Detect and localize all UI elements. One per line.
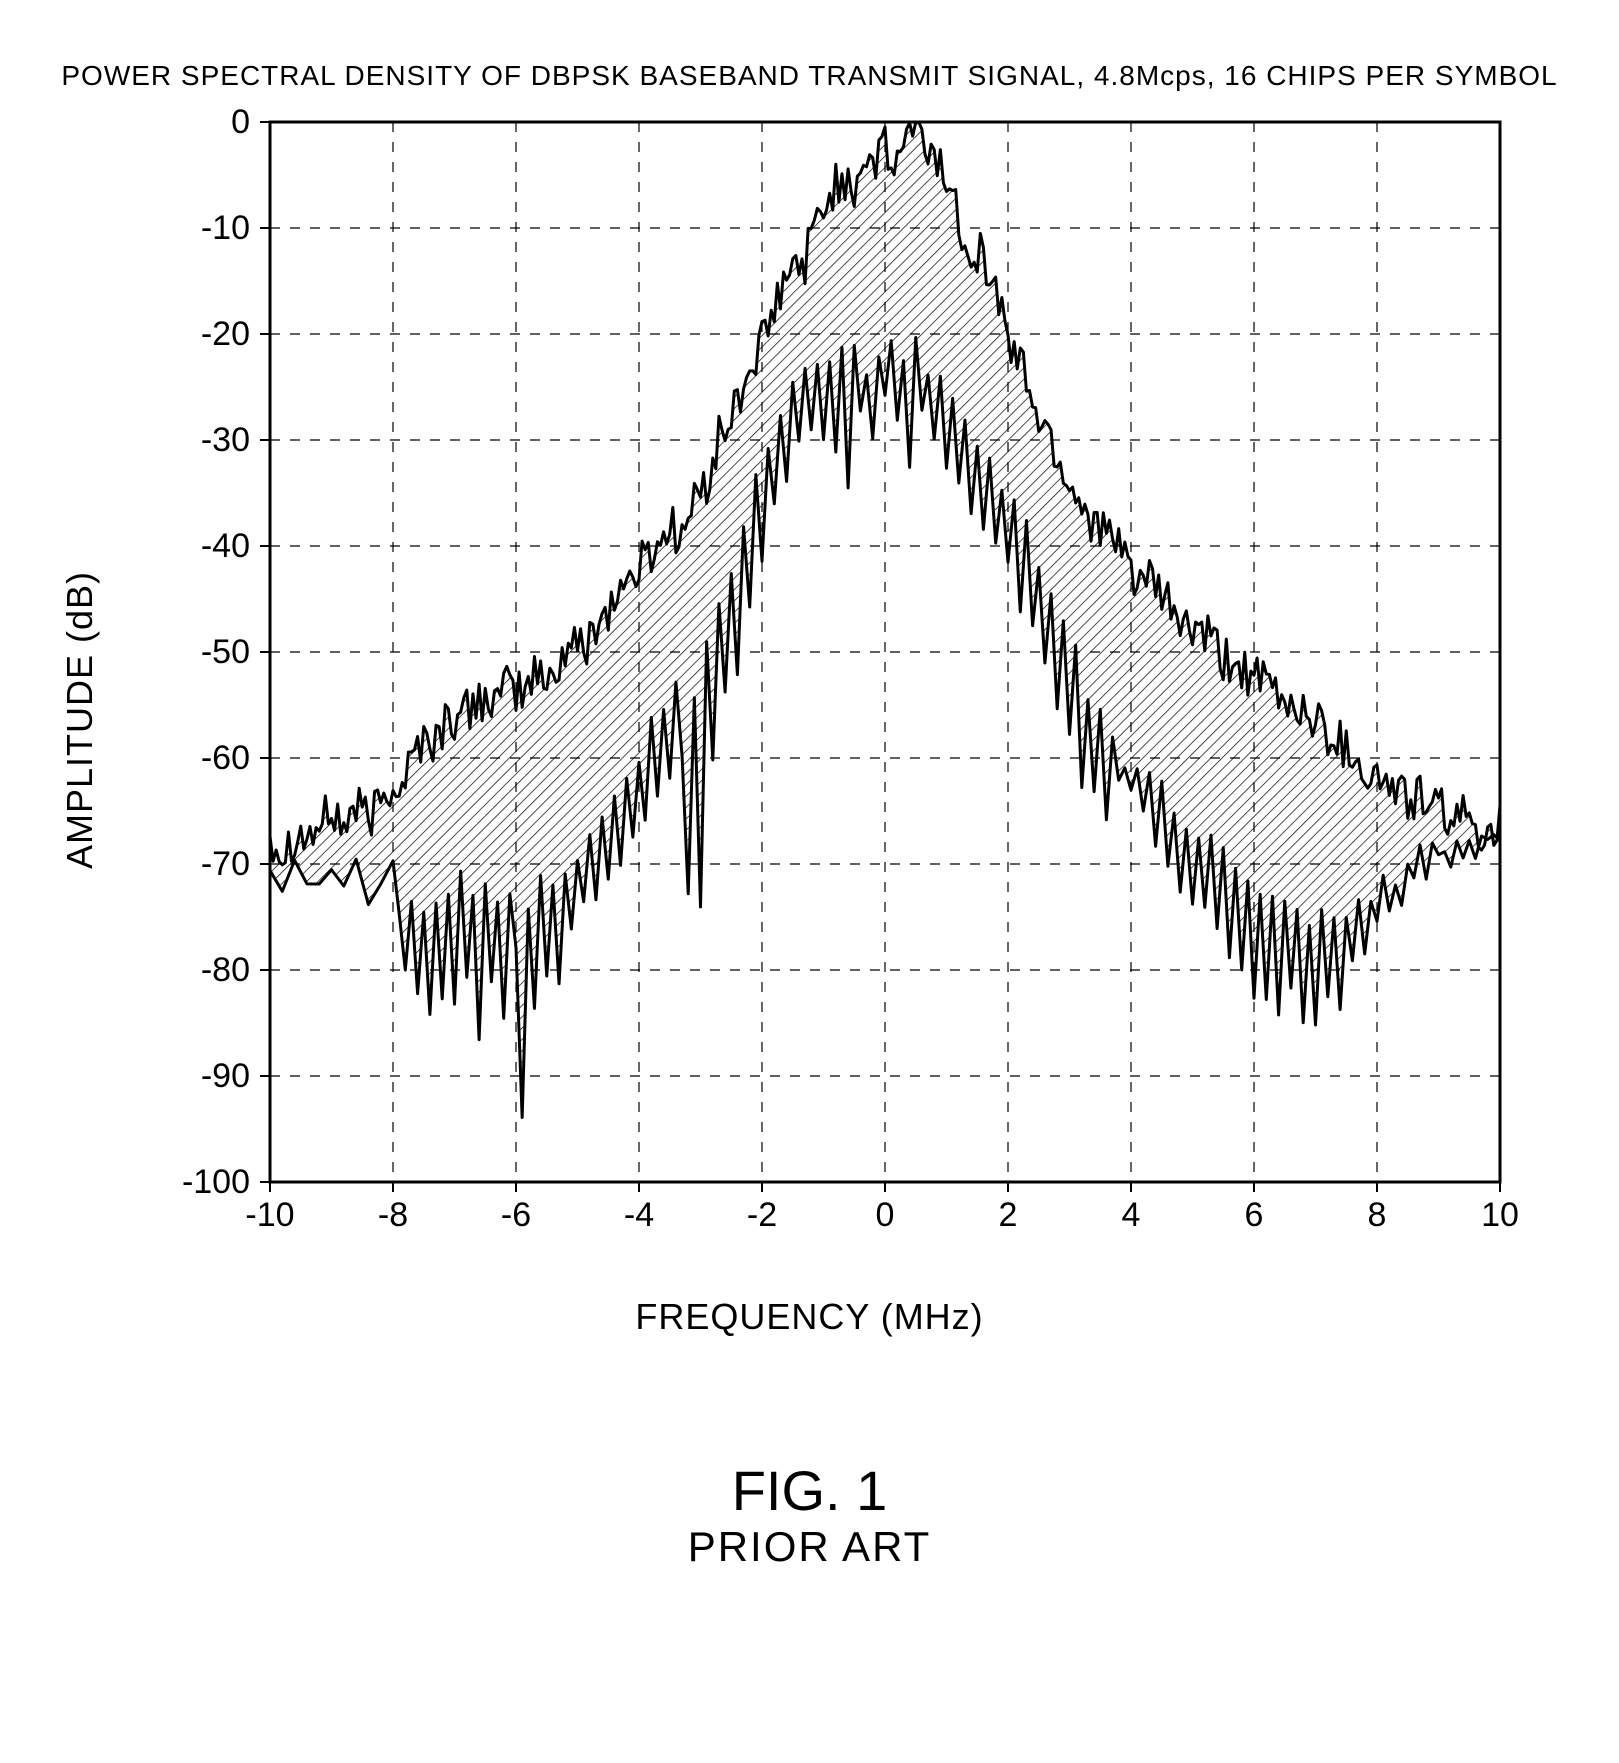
y-tick-label: 0 [231,103,250,141]
x-tick-label: -8 [377,1196,407,1234]
x-tick-label: -4 [623,1196,653,1234]
y-tick-label: -20 [200,315,249,353]
x-tick-label: -2 [746,1196,776,1234]
y-tick-label: -90 [200,1057,249,1095]
y-tick-label: -100 [181,1163,249,1201]
figure-number: FIG. 1 [0,1458,1619,1523]
spectrum-chart: -10-8-6-4-202468100-10-20-30-40-50-60-70… [90,102,1530,1282]
y-tick-label: -70 [200,845,249,883]
x-tick-label: 8 [1367,1196,1386,1234]
y-tick-label: -30 [200,421,249,459]
x-tick-label: 6 [1244,1196,1263,1234]
x-axis-label: FREQUENCY (MHz) [90,1296,1530,1338]
y-tick-label: -60 [200,739,249,777]
x-tick-label: -10 [245,1196,294,1234]
chart-container: AMPLITUDE (dB) -10-8-6-4-202468100-10-20… [90,102,1530,1338]
chart-title: POWER SPECTRAL DENSITY OF DBPSK BASEBAND… [0,60,1619,92]
x-tick-label: 0 [875,1196,894,1234]
x-tick-label: -6 [500,1196,530,1234]
x-tick-label: 10 [1481,1196,1519,1234]
y-axis-label: AMPLITUDE (dB) [59,571,101,869]
y-tick-label: -10 [200,209,249,247]
y-tick-label: -40 [200,527,249,565]
x-tick-label: 4 [1121,1196,1140,1234]
y-tick-label: -50 [200,633,249,671]
y-tick-label: -80 [200,951,249,989]
figure-subcaption: PRIOR ART [0,1523,1619,1571]
x-tick-label: 2 [998,1196,1017,1234]
figure-caption: FIG. 1 PRIOR ART [0,1458,1619,1571]
